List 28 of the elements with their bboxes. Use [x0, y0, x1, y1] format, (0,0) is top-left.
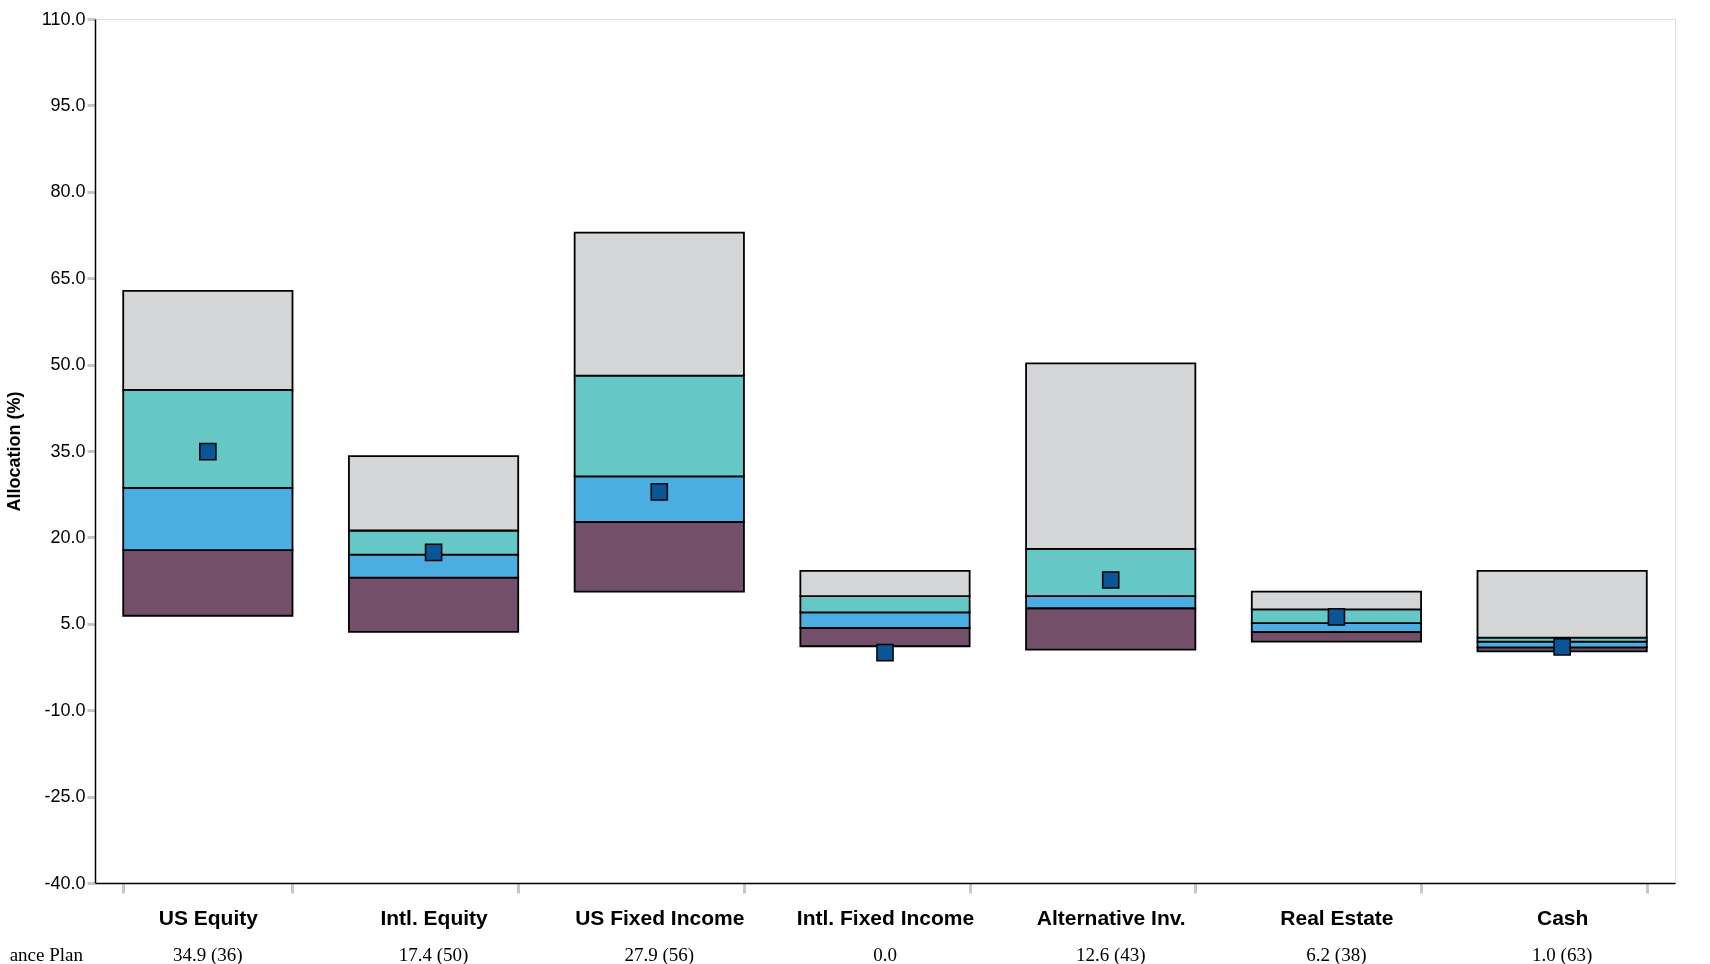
x-tick-label: US Fixed Income: [575, 905, 745, 929]
y-tick-label: -10.0: [44, 699, 86, 720]
point: [1327, 608, 1346, 626]
data-label: 0.0: [873, 944, 897, 964]
point: [424, 543, 443, 562]
x-tick-label: Real Estate: [1280, 905, 1394, 929]
y-axis-title: Allocation (%): [3, 391, 24, 512]
y-tick-label: 20.0: [50, 526, 86, 547]
y-tick-label: 95.0: [50, 94, 86, 115]
y-tick-label: 80.0: [50, 181, 86, 202]
y-tick-label: -40.0: [44, 872, 86, 893]
y-tick-label: 65.0: [50, 267, 86, 288]
x-tick-label: Alternative Inv.: [1036, 905, 1186, 929]
x-tick-label: US Equity: [158, 905, 259, 929]
y-tick-label: 50.0: [50, 354, 86, 375]
point: [650, 483, 669, 501]
point: [199, 442, 217, 461]
point: [876, 643, 894, 662]
x-tick-label: Intl. Equity: [380, 905, 489, 929]
y-tick-label: -25.0: [44, 786, 86, 807]
y-tick-label: 5.0: [60, 613, 86, 634]
text: ance Plan: [9, 944, 84, 964]
y-tick-label: 110.0: [41, 8, 86, 29]
x-tick-label: Intl. Fixed Income: [796, 905, 975, 929]
y-tick-label: 35.0: [50, 440, 86, 461]
point: [1101, 571, 1120, 589]
x-tick-label: Cash: [1536, 905, 1589, 929]
point: [1553, 638, 1571, 656]
